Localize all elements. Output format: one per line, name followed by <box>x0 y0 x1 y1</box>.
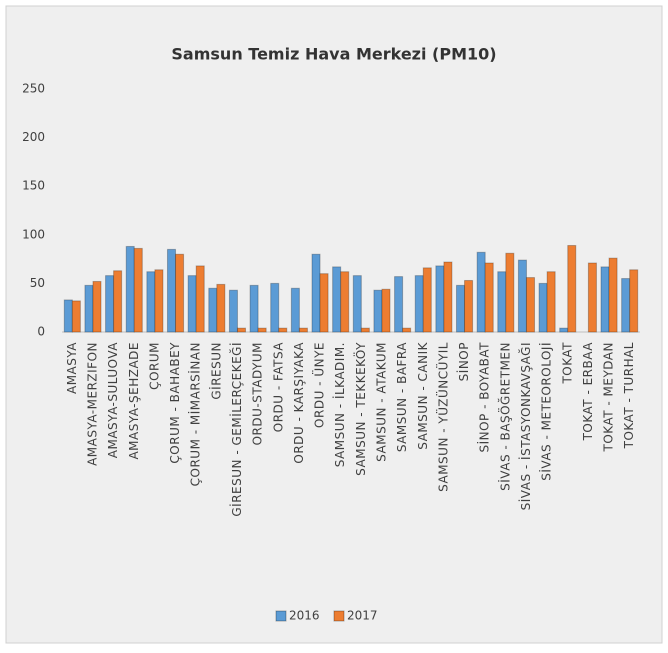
y-tick-label: 100 <box>22 227 45 241</box>
bar <box>290 287 300 333</box>
bar <box>195 265 205 333</box>
bar <box>236 327 247 333</box>
legend-label: 2017 <box>347 609 378 623</box>
bar <box>484 262 494 333</box>
bar <box>435 265 445 333</box>
bar <box>311 253 321 333</box>
x-tick-label: TOKAT <box>560 342 574 385</box>
x-tick-label: SİVAS - İSTASYONKAVŞAĞI <box>518 342 533 510</box>
x-tick-label: SİVAS - METEOROLOJİ <box>539 342 554 481</box>
bar <box>525 277 536 333</box>
bar <box>629 269 639 333</box>
bar <box>567 244 577 333</box>
x-tick-label: AMASYA-MERZIFON <box>85 342 99 466</box>
x-tick-label: TOKAT - ERBAA <box>581 342 595 442</box>
x-tick-label: ÇORUM <box>147 342 161 390</box>
bar <box>402 327 412 333</box>
y-tick-label: 200 <box>22 130 45 144</box>
bar <box>621 278 631 333</box>
x-tick-label: SAMSUN - CANIK <box>416 341 430 449</box>
x-tick-label: ORDU - KARŞIYAKA <box>292 342 306 464</box>
bar <box>166 248 177 333</box>
bar <box>464 279 474 333</box>
bar <box>154 269 164 333</box>
bar <box>455 284 466 333</box>
bar <box>216 283 226 333</box>
x-tick-label: ÇORUM - MİMARSİNAN <box>188 342 203 486</box>
bar <box>517 259 527 333</box>
x-tick-label: GİRESUN - GEMİLERÇEKEĞİ <box>229 342 244 517</box>
bar <box>352 275 362 333</box>
bar <box>422 267 432 333</box>
bar <box>443 261 453 333</box>
bar <box>175 253 185 333</box>
bar <box>257 327 267 333</box>
bar <box>319 273 329 333</box>
bar <box>113 270 123 333</box>
x-tick-label: AMASYA-ŞEHZADE <box>127 342 141 460</box>
y-tick-label: 0 <box>37 325 45 339</box>
x-tick-label: SAMSUN - ATAKUM <box>374 342 388 462</box>
bar <box>228 289 238 333</box>
bar <box>381 288 391 333</box>
bar <box>187 275 197 333</box>
x-tick-label: ÇORUM - BAHABEY <box>168 342 182 464</box>
bar <box>249 284 259 333</box>
bar <box>340 271 350 333</box>
bar <box>92 280 102 333</box>
bar <box>63 299 73 333</box>
legend-swatch <box>275 610 287 622</box>
x-tick-label: TOKAT - TURHAL <box>622 342 636 449</box>
y-tick-label: 50 <box>30 276 45 290</box>
bar <box>105 275 115 333</box>
bar <box>559 327 569 333</box>
x-tick-label: ORDU-STADYUM <box>251 342 265 445</box>
bar <box>414 275 424 333</box>
y-tick-label: 250 <box>22 82 45 96</box>
bar <box>133 247 143 333</box>
bar <box>360 327 370 333</box>
legend-swatch <box>333 610 345 622</box>
x-tick-label: SAMSUN - BAFRA <box>395 342 409 452</box>
x-tick-label: SİNOP - BOYABAT <box>477 342 492 453</box>
bar <box>538 282 548 333</box>
bar <box>373 289 383 333</box>
bar <box>505 252 515 333</box>
bar <box>208 287 218 333</box>
bar <box>476 251 486 333</box>
x-tick-label: GİRESUN <box>208 342 223 400</box>
bar <box>600 266 610 333</box>
chart-title: Samsun Temiz Hava Merkezi (PM10) <box>171 45 496 64</box>
bar <box>546 271 556 333</box>
x-tick-label: TOKAT - MEYDAN <box>602 342 616 452</box>
x-tick-label: SAMSUN - YÜZÜNCÜYIL <box>434 342 450 492</box>
y-tick-label: 150 <box>22 179 45 193</box>
x-tick-label: AMASYA-SULUOVA <box>106 342 120 459</box>
bar <box>394 276 404 333</box>
bar <box>497 271 507 333</box>
bar <box>71 300 81 333</box>
x-tick-label: SAMSUN - İLKADIM. <box>332 342 347 467</box>
legend-label: 2016 <box>289 609 320 623</box>
bar <box>84 284 94 333</box>
bar <box>608 257 618 333</box>
bar <box>270 282 280 333</box>
x-tick-label: SAMSUN - TEKKEKÖY <box>352 342 368 476</box>
x-tick-label: ORDU - ÜNYE <box>311 342 327 428</box>
bar <box>125 245 135 333</box>
bar <box>146 271 156 333</box>
bar <box>278 327 288 333</box>
x-tick-label: AMASYA <box>65 342 79 394</box>
bar <box>587 262 597 333</box>
bar <box>298 327 308 333</box>
bar <box>332 266 342 333</box>
x-tick-label: SİNOP <box>456 342 471 381</box>
x-tick-label: ORDU - FATSA <box>271 342 285 433</box>
x-tick-label: SİVAS - BAŞÖĞRETMEN <box>496 342 512 491</box>
